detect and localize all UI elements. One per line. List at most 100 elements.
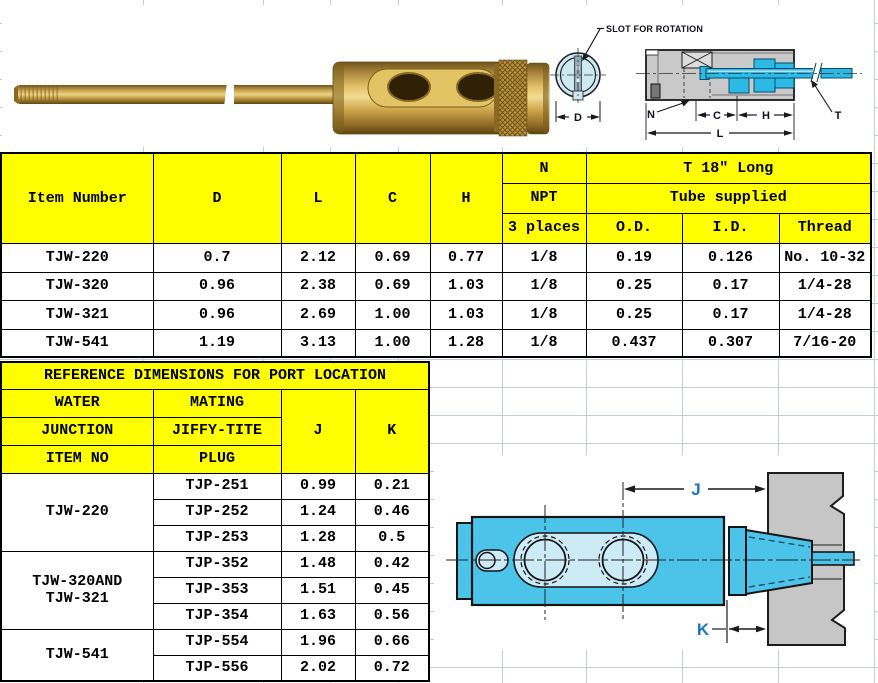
table-title-row: REFERENCE DIMENSIONS FOR PORT LOCATION (0, 361, 430, 390)
table-row: TJW-541 1.19 3.13 1.00 1.28 1/8 0.437 0.… (0, 328, 872, 358)
header-d: D (152, 152, 282, 244)
cell-k: 0.72 (354, 654, 430, 682)
cell-k: 0.5 (354, 524, 430, 552)
cell-k: 0.45 (354, 576, 430, 604)
cell-npt: 1/8 (501, 242, 587, 273)
cell-k: 0.46 (354, 498, 430, 526)
cell-thread: No. 10-32 (778, 242, 872, 273)
dim-label-t: T (835, 110, 842, 122)
header-plug: PLUG (152, 444, 282, 474)
cell-item: TJW-321 (0, 299, 154, 330)
header-water: WATER (0, 388, 154, 418)
table-row: TJW-220 0.7 2.12 0.69 0.77 1/8 0.19 0.12… (0, 242, 872, 273)
cell-id: 0.307 (681, 328, 780, 358)
cell-h: 1.03 (429, 271, 503, 301)
table-row: TJP-253 1.28 0.5 (1, 524, 430, 552)
header-jiffy-tite: JIFFY-TITE (152, 416, 282, 446)
cell-junction-item: TJW-541 (0, 628, 154, 682)
reference-table-title: REFERENCE DIMENSIONS FOR PORT LOCATION (0, 361, 430, 390)
cell-k: 0.21 (354, 472, 430, 500)
brass-probe-photo (14, 59, 550, 137)
cell-plug: TJP-556 (152, 654, 282, 682)
table-header-row: ITEM NO PLUG (0, 444, 429, 474)
cell-l: 2.12 (280, 242, 356, 273)
cell-junction-item: TJW-220 (0, 472, 154, 552)
header-l: L (280, 152, 356, 244)
cell-k: 0.56 (354, 602, 430, 630)
header-junction: JUNCTION (0, 416, 154, 446)
cell-k: 0.42 (354, 550, 430, 578)
grid-vertical-line (874, 0, 875, 683)
table-row: TJW-320 0.96 2.38 0.69 1.03 1/8 0.25 0.1… (0, 271, 872, 301)
header-k: K (354, 388, 430, 474)
reference-table: REFERENCE DIMENSIONS FOR PORT LOCATION W… (0, 361, 430, 682)
header-n: N (501, 152, 587, 184)
cell-plug: TJP-352 (152, 550, 282, 578)
table-row: TJW-220 TJP-251 0.99 0.21 (0, 472, 430, 552)
cell-od: 0.25 (585, 271, 683, 301)
junction-item-line: TJW-320AND (32, 572, 123, 590)
cell-plug: TJP-253 (152, 524, 282, 552)
cell-c: 1.00 (354, 328, 431, 358)
header-item-number: Item Number (0, 152, 154, 244)
cell-thread: 1/4-28 (778, 271, 872, 301)
slot-for-rotation-label: SLOT FOR ROTATION (606, 24, 703, 34)
junction-item-line: TJW-321 (45, 590, 109, 607)
table-row: TJW-541 TJP-554 1.96 0.66 (0, 628, 430, 682)
header-t-long: T 18″ Long (585, 152, 872, 184)
dim-label-l: L (717, 128, 724, 140)
cell-id: 0.17 (681, 271, 780, 301)
table-header-row: 3 places O.D. I.D. Thread (1, 212, 872, 244)
table-header-row: Item Number D L C H N T 18″ Long (0, 152, 872, 244)
cell-id: 0.126 (681, 242, 780, 273)
cell-h: 1.03 (429, 299, 503, 330)
cell-d: 1.19 (152, 328, 282, 358)
port-location-drawing: J K (446, 472, 860, 646)
cell-j: 1.63 (280, 602, 356, 630)
cell-id: 0.17 (681, 299, 780, 330)
cell-h: 1.28 (429, 328, 503, 358)
table-row: TJP-252 1.24 0.46 (1, 498, 430, 526)
table-row: TJW-321 0.96 2.69 1.00 1.03 1/8 0.25 0.1… (0, 299, 872, 330)
table-row: TJW-320AND TJW-321 TJP-352 1.48 0.42 (0, 550, 430, 630)
cell-c: 0.69 (354, 242, 431, 273)
cell-c: 0.69 (354, 271, 431, 301)
cell-item: TJW-220 (0, 242, 154, 273)
header-mating: MATING (152, 388, 282, 418)
table-header-row: JUNCTION JIFFY-TITE (0, 416, 429, 446)
header-npt: NPT (501, 182, 587, 214)
dim-label-d: D (574, 112, 582, 124)
end-view-drawing: D SLOT FOR ROTATION (550, 24, 703, 124)
cell-thread: 1/4-28 (778, 299, 872, 330)
dimensions-table: Item Number D L C H N T 18″ Long NPT Tub… (0, 152, 873, 358)
dim-label-c: C (713, 110, 721, 122)
cell-k: 0.66 (354, 628, 430, 656)
header-od: O.D. (585, 212, 683, 244)
cell-od: 0.19 (585, 242, 683, 273)
cell-j: 1.96 (280, 628, 356, 656)
cell-l: 3.13 (280, 328, 356, 358)
table-row: TJP-556 2.02 0.72 (1, 654, 430, 682)
header-id: I.D. (681, 212, 780, 244)
cell-h: 0.77 (429, 242, 503, 273)
cell-npt: 1/8 (501, 328, 587, 358)
cell-j: 2.02 (280, 654, 356, 682)
cell-npt: 1/8 (501, 299, 587, 330)
cell-l: 2.38 (280, 271, 356, 301)
cell-plug: TJP-353 (152, 576, 282, 604)
top-artwork: D SLOT FOR ROTATION (14, 24, 862, 140)
cell-j: 1.48 (280, 550, 356, 578)
cell-j: 1.24 (280, 498, 356, 526)
side-section-drawing: C H L N T (636, 49, 862, 140)
dim-label-j: J (691, 480, 700, 499)
table-header-row: NPT Tube supplied (1, 182, 872, 214)
header-j: J (280, 388, 356, 474)
dim-label-n: N (647, 109, 655, 121)
cell-d: 0.96 (152, 299, 282, 330)
header-places: 3 places (501, 212, 587, 244)
cell-d: 0.96 (152, 271, 282, 301)
cell-junction-item: TJW-320AND TJW-321 (0, 550, 154, 630)
header-thread: Thread (778, 212, 872, 244)
cell-plug: TJP-554 (152, 628, 282, 656)
